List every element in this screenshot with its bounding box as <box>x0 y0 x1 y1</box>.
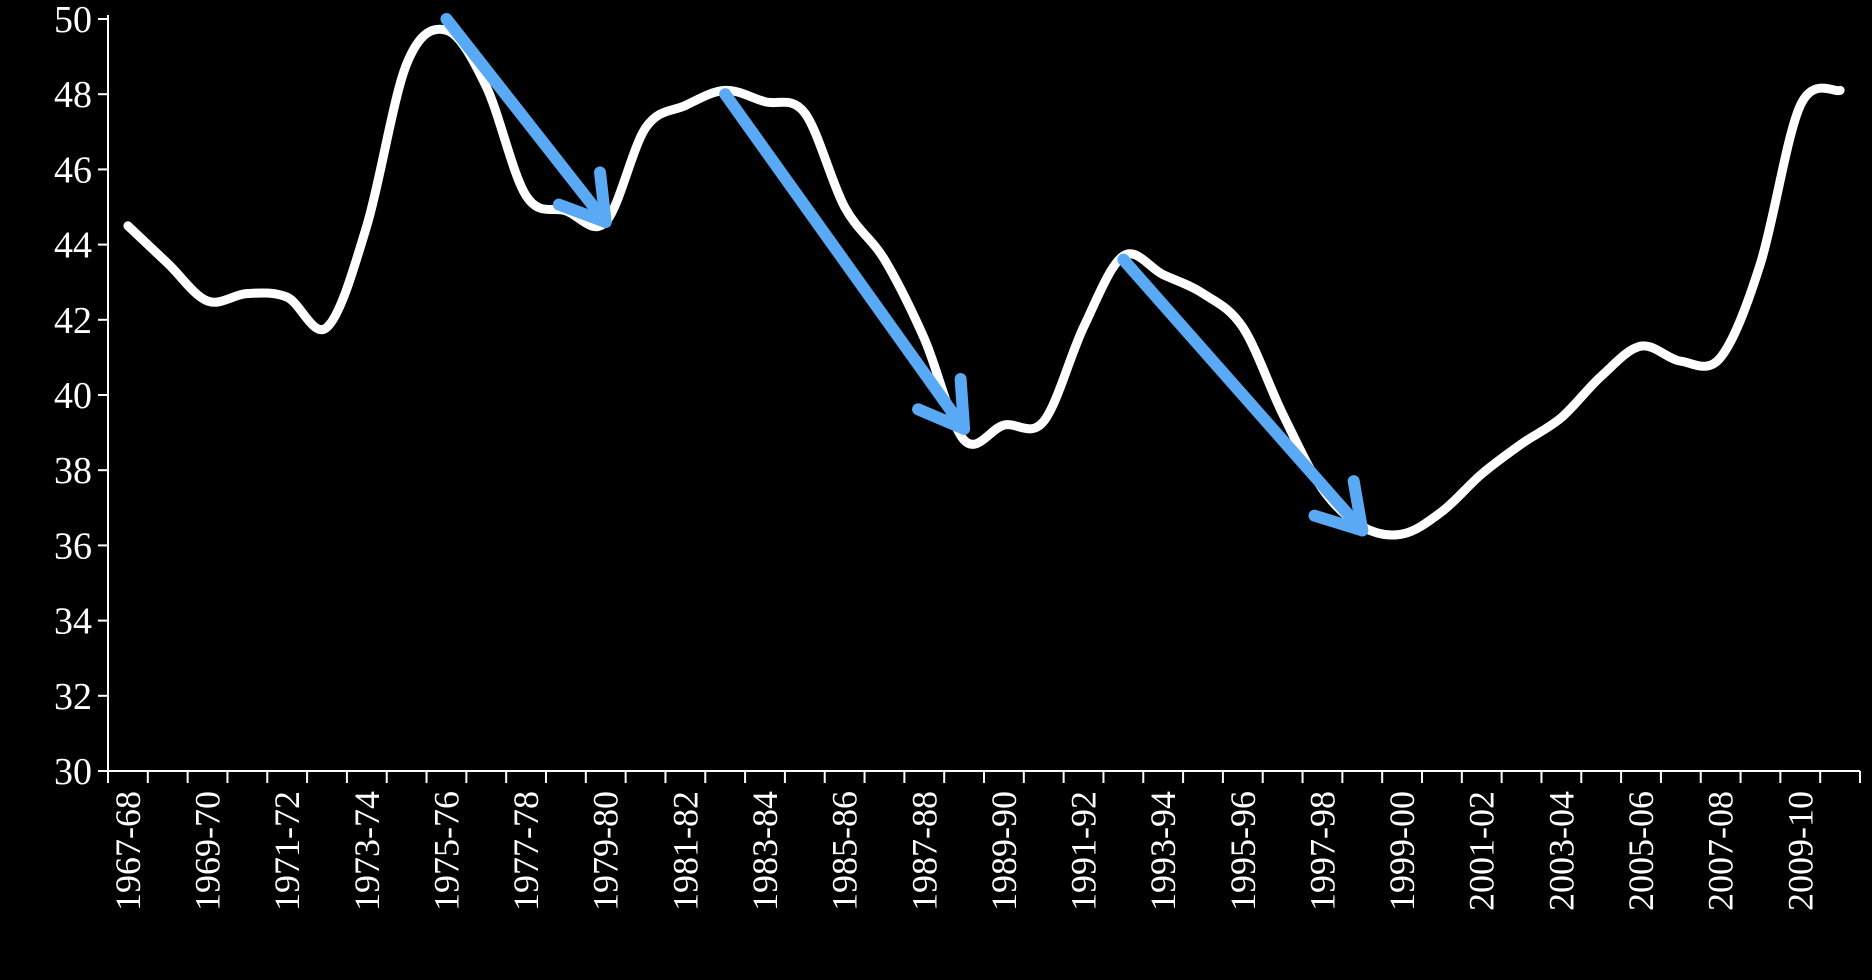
y-tick-label: 48 <box>54 74 92 116</box>
y-tick-label: 50 <box>54 0 92 41</box>
x-tick-label: 1981-82 <box>665 791 705 911</box>
data-point <box>961 437 967 443</box>
x-tick-label: 1975-76 <box>426 791 466 911</box>
data-point <box>205 298 211 304</box>
data-point <box>1001 422 1007 428</box>
data-point <box>244 290 250 296</box>
data-point <box>1439 509 1445 515</box>
y-tick-label: 32 <box>54 676 92 718</box>
data-point <box>125 223 131 229</box>
x-tick-label: 2001-02 <box>1462 791 1502 911</box>
y-tick-label: 44 <box>54 225 92 267</box>
trend-arrow <box>1117 253 1369 537</box>
data-point <box>682 102 688 108</box>
data-point <box>324 324 330 330</box>
x-tick-label: 1995-96 <box>1223 791 1263 911</box>
x-tick-label: 2005-06 <box>1621 791 1661 911</box>
data-point <box>643 125 649 131</box>
data-point <box>1638 343 1644 349</box>
data-point <box>881 257 887 263</box>
data-point <box>1479 471 1485 477</box>
data-point <box>1519 441 1525 447</box>
data-point <box>1041 418 1047 424</box>
x-tick-label: 1979-80 <box>586 791 626 911</box>
x-tick-label: 1999-00 <box>1382 791 1422 911</box>
trend-arrow-shaft <box>1117 253 1369 537</box>
x-tick-label: 1967-68 <box>108 791 148 911</box>
data-point <box>1558 415 1564 421</box>
x-tick-label: 1977-78 <box>506 791 546 911</box>
series-line <box>123 24 1845 540</box>
trend-arrows <box>440 13 1369 537</box>
y-tick-label: 38 <box>54 450 92 492</box>
data-point <box>523 193 529 199</box>
x-tick-label: 1989-90 <box>984 791 1024 911</box>
data-point <box>165 260 171 266</box>
data-point <box>842 204 848 210</box>
data-point <box>1240 324 1246 330</box>
data-point <box>1081 324 1087 330</box>
x-tick-label: 2009-10 <box>1780 791 1820 911</box>
data-point <box>802 110 808 116</box>
x-tick-label: 1969-70 <box>188 791 228 911</box>
data-point <box>762 99 768 105</box>
trend-arrow <box>440 13 612 229</box>
data-point <box>404 61 410 67</box>
x-tick-label: 1991-92 <box>1064 791 1104 911</box>
x-tick-label: 1993-94 <box>1143 791 1183 911</box>
data-point <box>1200 290 1206 296</box>
trend-arrow <box>719 88 971 435</box>
y-tick-label: 36 <box>54 525 92 567</box>
x-tick-label: 1971-72 <box>267 791 307 911</box>
trend-arrow-shaft <box>440 13 612 229</box>
y-tick-label: 30 <box>54 751 92 793</box>
x-tick-label: 1983-84 <box>745 791 785 911</box>
x-tick-label: 1987-88 <box>904 791 944 911</box>
trend-arrow-shaft <box>719 88 971 435</box>
x-tick-label: 1973-74 <box>347 791 387 911</box>
data-point <box>1837 87 1843 93</box>
series-layer <box>123 24 1845 540</box>
data-point <box>1160 272 1166 278</box>
x-tick-label: 1997-98 <box>1302 791 1342 911</box>
y-tick-label: 42 <box>54 300 92 342</box>
data-point <box>483 84 489 90</box>
trend-arrow-head <box>1308 475 1369 537</box>
data-point <box>1598 373 1604 379</box>
trend-arrow-head <box>552 166 612 228</box>
x-tick-label: 2007-08 <box>1701 791 1741 911</box>
y-tick-label: 46 <box>54 149 92 191</box>
data-point <box>1399 531 1405 537</box>
data-point <box>364 223 370 229</box>
x-tick-label: 2003-04 <box>1541 791 1581 911</box>
data-point <box>1797 102 1803 108</box>
data-point <box>284 294 290 300</box>
data-point <box>1280 411 1286 417</box>
y-tick-label: 34 <box>54 601 92 643</box>
y-tick-label: 40 <box>54 375 92 417</box>
x-tick-label: 1985-86 <box>825 791 865 911</box>
data-point <box>1678 358 1684 364</box>
data-point <box>921 336 927 342</box>
trend-arrow-head <box>912 373 971 435</box>
data-point <box>1757 260 1763 266</box>
axes: 30 32 34 36 38 40 42 44 46 48 50 1967-68 1969-70 1971… <box>54 0 1861 911</box>
data-point <box>1718 354 1724 360</box>
